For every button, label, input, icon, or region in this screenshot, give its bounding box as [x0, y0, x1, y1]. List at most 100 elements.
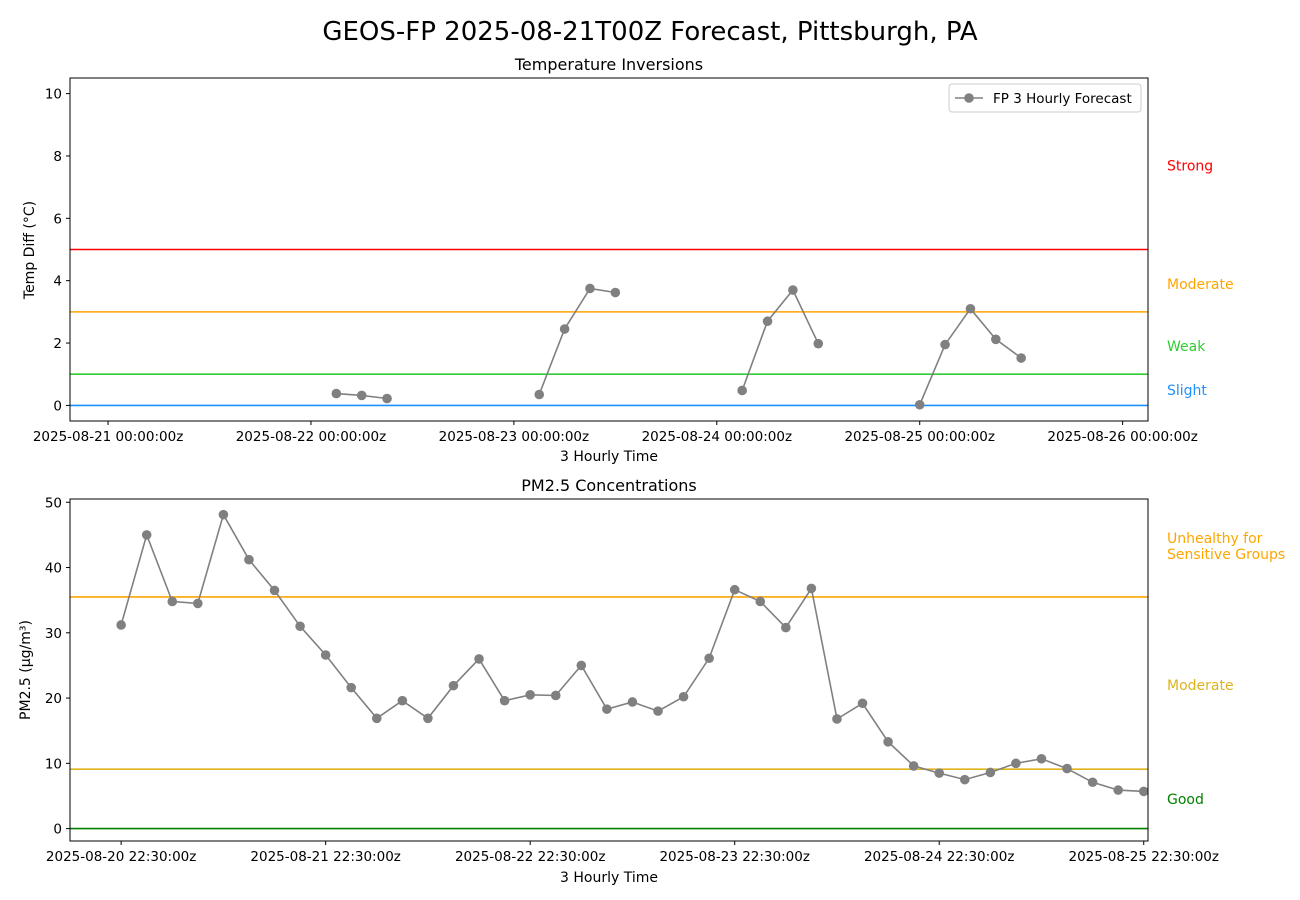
data-point — [218, 509, 229, 520]
data-point — [806, 583, 817, 594]
data-point — [382, 393, 392, 404]
x-tick-label: 2025-08-24 00:00:00z — [642, 429, 792, 445]
y-tick-label: 10 — [45, 87, 62, 103]
category-label: Moderate — [1167, 678, 1234, 694]
data-point — [755, 596, 766, 607]
data-point — [448, 680, 459, 691]
data-point — [602, 704, 612, 714]
data-point — [1016, 353, 1026, 363]
data-point — [1036, 753, 1047, 764]
data-point — [914, 399, 925, 410]
y-tick-label: 8 — [53, 149, 62, 165]
data-point — [193, 598, 203, 609]
data-point — [295, 621, 305, 632]
x-tick-label: 2025-08-21 00:00:00z — [33, 429, 183, 445]
data-point — [627, 697, 638, 707]
x-tick-label: 2025-08-24 22:30:00z — [864, 849, 1014, 865]
x-tick-label: 2025-08-23 00:00:00z — [439, 429, 589, 445]
data-point — [116, 620, 126, 630]
data-point — [320, 650, 331, 660]
data-point — [244, 554, 254, 565]
data-point — [397, 695, 408, 706]
data-point — [940, 339, 950, 350]
data-point — [737, 385, 747, 396]
data-point — [991, 334, 1001, 345]
data-point — [762, 316, 773, 327]
figure-title: GEOS-FP 2025-08-21T00Z Forecast, Pittsbu… — [322, 17, 978, 47]
data-point — [704, 653, 714, 664]
data-point — [781, 622, 791, 633]
data-point — [534, 389, 545, 400]
y-tick-label: 50 — [45, 495, 62, 511]
category-label: Sensitive Groups — [1167, 547, 1285, 563]
category-label: Unhealthy for — [1167, 531, 1263, 547]
y-tick-label: 30 — [45, 626, 62, 642]
x-tick-label: 2025-08-26 00:00:00z — [1047, 429, 1197, 445]
panel-title: Temperature Inversions — [514, 55, 703, 74]
legend-entry: FP 3 Hourly Forecast — [993, 91, 1132, 107]
category-label: Weak — [1167, 339, 1206, 355]
data-point — [585, 283, 595, 294]
data-point — [788, 285, 798, 295]
y-tick-label: 0 — [53, 398, 62, 414]
data-point — [883, 736, 893, 747]
data-point — [1011, 758, 1021, 769]
data-point — [141, 530, 152, 540]
x-axis-label: 3 Hourly Time — [560, 449, 658, 465]
y-tick-label: 2 — [53, 336, 62, 352]
panel-title: PM2.5 Concentrations — [521, 476, 697, 495]
x-tick-label: 2025-08-25 00:00:00z — [844, 429, 994, 445]
data-point — [1087, 777, 1098, 788]
data-point — [678, 691, 689, 702]
data-point — [934, 768, 945, 778]
data-point — [550, 690, 561, 701]
data-point — [331, 388, 342, 399]
y-tick-label: 0 — [53, 822, 62, 838]
series-line — [538, 287, 616, 395]
axes-frame — [69, 498, 1149, 842]
data-point — [959, 774, 970, 785]
series-line — [120, 512, 1144, 793]
temperature-inversions-panel: Temperature Inversions 3 Hourly Time Tem… — [22, 55, 1234, 465]
data-point — [167, 596, 178, 607]
y-axis-label: Temp Diff (°C) — [22, 201, 38, 300]
data-point — [1113, 785, 1123, 795]
x-tick-label: 2025-08-23 22:30:00z — [659, 849, 809, 865]
category-label: Strong — [1167, 158, 1213, 174]
series-line — [741, 288, 820, 391]
data-point — [423, 713, 433, 724]
data-point — [499, 695, 510, 706]
x-tick-label: 2025-08-20 22:30:00z — [46, 849, 196, 865]
data-point — [729, 584, 740, 595]
y-tick-label: 20 — [45, 691, 62, 707]
data-point — [1062, 763, 1072, 774]
data-point — [985, 767, 996, 778]
y-axis-label: PM2.5 (µg/m³) — [18, 620, 34, 720]
data-point — [559, 324, 570, 334]
data-point — [813, 338, 824, 349]
legend-box — [948, 83, 1142, 113]
x-axis-label: 3 Hourly Time — [560, 870, 658, 886]
data-point — [908, 761, 919, 771]
pm25-concentrations-panel: PM2.5 Concentrations 3 Hourly Time PM2.5… — [18, 476, 1285, 886]
series-line — [918, 307, 1022, 406]
data-point — [610, 287, 621, 298]
y-tick-label: 10 — [45, 756, 62, 772]
category-label: Slight — [1167, 383, 1207, 399]
x-tick-label: 2025-08-21 22:30:00z — [250, 849, 400, 865]
data-point — [525, 690, 535, 700]
axes-frame — [69, 77, 1149, 422]
data-point — [346, 682, 357, 693]
data-point — [269, 585, 280, 596]
data-point — [474, 654, 484, 664]
y-tick-label: 40 — [45, 561, 62, 577]
data-point — [832, 714, 842, 724]
data-point — [576, 660, 587, 671]
y-tick-label: 4 — [53, 274, 62, 290]
data-point — [965, 303, 976, 314]
legend-marker — [964, 93, 974, 103]
category-label: Moderate — [1167, 277, 1234, 293]
data-point — [1138, 786, 1149, 797]
x-tick-label: 2025-08-22 00:00:00z — [236, 429, 386, 445]
